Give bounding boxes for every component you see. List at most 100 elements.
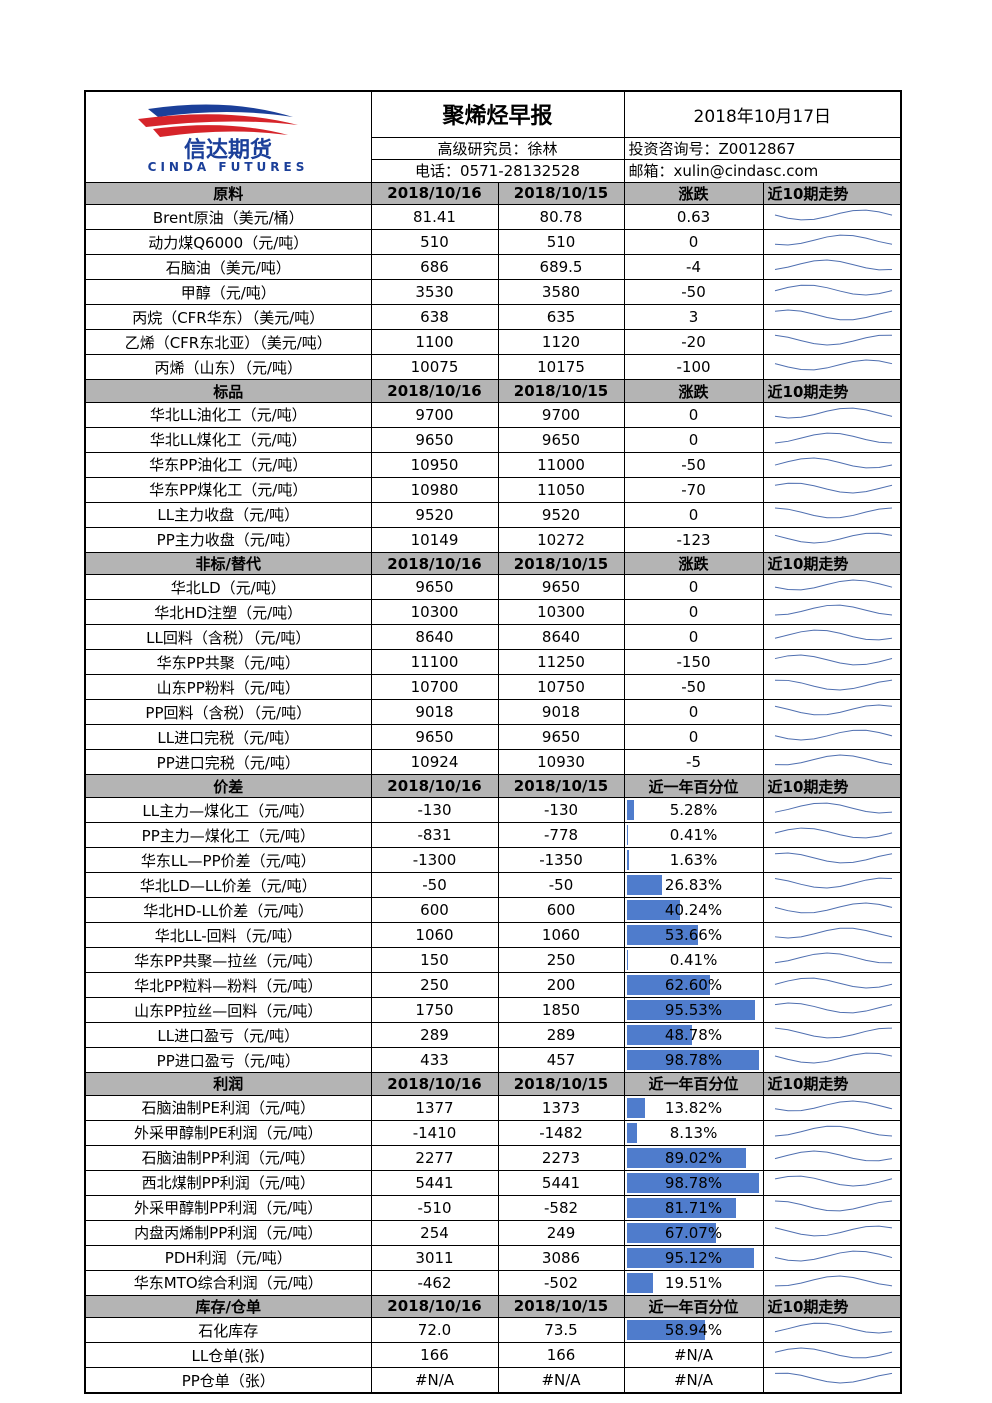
- cell-value: 433: [370, 1047, 499, 1074]
- trend-cell: [762, 1219, 903, 1246]
- cell-value: 0: [623, 699, 764, 726]
- cell-value: 11050: [497, 476, 625, 503]
- percentile-cell: 8.13%: [623, 1119, 764, 1146]
- section-name: 利润: [84, 1072, 372, 1096]
- percentile-cell: 26.83%: [623, 872, 764, 899]
- column-header: 近一年百分位: [623, 1294, 764, 1319]
- row-name: 华北LD—LL价差（元/吨）: [84, 872, 372, 899]
- cell-value: 8640: [497, 624, 625, 651]
- row-name: 石脑油制PE利润（元/吨）: [84, 1094, 372, 1121]
- trend-cell: [762, 649, 903, 676]
- trend-cell: [762, 1194, 903, 1221]
- trend-decoration: [774, 1225, 892, 1237]
- data-row: 石脑油制PP利润（元/吨） 2277 2273 89.02%: [84, 1144, 903, 1171]
- data-row: PP进口盈亏（元/吨） 433 457 98.78%: [84, 1047, 903, 1074]
- trend-decoration: [774, 1322, 892, 1334]
- cell-value: 249: [497, 1219, 625, 1246]
- trend-cell: [762, 1169, 903, 1196]
- cell-value: -20: [623, 329, 764, 356]
- cell-value: 10175: [497, 354, 625, 381]
- data-row: 丙烯（山东）（元/吨） 10075 10175 -100: [84, 354, 903, 381]
- trend-cell: [762, 749, 903, 776]
- data-row: 山东PP粉料（元/吨） 10700 10750 -50: [84, 674, 903, 701]
- row-name: PP回料（含税）（元/吨）: [84, 699, 372, 726]
- trend-decoration: [774, 927, 892, 939]
- percentile-bar: [626, 1320, 706, 1341]
- row-name: 石脑油（美元/吨）: [84, 254, 372, 281]
- data-row: 甲醇（元/吨） 3530 3580 -50: [84, 279, 903, 306]
- trend-decoration: [774, 630, 892, 641]
- trend-cell: [762, 574, 903, 601]
- cell-value: 0: [623, 426, 764, 453]
- cell-value: 11100: [370, 649, 499, 676]
- cell-value: 9650: [370, 426, 499, 453]
- logo: 信达期货 CINDA FUTURES: [138, 104, 305, 174]
- trend-decoration: [774, 1175, 892, 1187]
- trend-cell: [762, 304, 903, 331]
- section-name: 原料: [84, 181, 372, 206]
- data-row: LL回料（含税）（元/吨） 8640 8640 0: [84, 624, 903, 651]
- percentile-cell: 67.07%: [623, 1219, 764, 1246]
- row-name: 华东PP共聚（元/吨）: [84, 649, 372, 676]
- cell-value: -778: [497, 822, 625, 849]
- percentile-cell: 98.78%: [623, 1169, 764, 1196]
- data-row: 动力煤Q6000（元/吨） 510 510 0: [84, 229, 903, 256]
- cell-value: 9650: [497, 574, 625, 601]
- researcher: 高级研究员：徐林: [370, 136, 625, 161]
- data-row: 华东PP煤化工（元/吨） 10980 11050 -70: [84, 476, 903, 503]
- data-row: LL进口盈亏（元/吨） 289 289 48.78%: [84, 1022, 903, 1049]
- cell-value: -1300: [370, 847, 499, 874]
- cell-value: 10300: [370, 599, 499, 626]
- cell-value: 9018: [370, 699, 499, 726]
- cell-value: -50: [370, 872, 499, 899]
- cell-value: -4: [623, 254, 764, 281]
- section-header: 原料 2018/10/16 2018/10/15 涨跌 近10期走势: [84, 181, 903, 206]
- percentile-label: 19.51%: [664, 1273, 723, 1292]
- data-row: PDH利润（元/吨） 3011 3086 95.12%: [84, 1244, 903, 1271]
- row-name: 外采甲醇制PP利润（元/吨）: [84, 1194, 372, 1221]
- trend-cell: [762, 897, 903, 924]
- trend-decoration: [774, 259, 892, 271]
- percentile-bar: [626, 950, 628, 971]
- row-name: PP主力收盘（元/吨）: [84, 526, 372, 553]
- cell-value: -1482: [497, 1119, 625, 1146]
- data-row: 华北LL煤化工（元/吨） 9650 9650 0: [84, 426, 903, 453]
- percentile-cell: 0.41%: [623, 822, 764, 849]
- cell-value: 80.78: [497, 204, 625, 231]
- data-row: 山东PP拉丝—回料（元/吨） 1750 1850 95.53%: [84, 997, 903, 1024]
- column-header: 2018/10/15: [497, 1294, 625, 1319]
- cell-value: 3530: [370, 279, 499, 306]
- percentile-bar: [626, 850, 629, 871]
- cell-value: 10930: [497, 749, 625, 776]
- cell-value: -130: [497, 797, 625, 824]
- cell-value: 9650: [370, 724, 499, 751]
- cell-value: #N/A: [623, 1342, 764, 1369]
- data-row: LL进口完税（元/吨） 9650 9650 0: [84, 724, 903, 751]
- trend-decoration: [774, 655, 892, 666]
- percentile-bar: [626, 1025, 692, 1046]
- data-row: PP进口完税（元/吨） 10924 10930 -5: [84, 749, 903, 776]
- cell-value: 9650: [497, 724, 625, 751]
- percentile-bar: [626, 900, 681, 921]
- cell-value: 510: [497, 229, 625, 256]
- percentile-label: 95.12%: [664, 1248, 723, 1267]
- percentile-label: 89.02%: [664, 1148, 723, 1167]
- row-name: 华北PP粒料—粉料（元/吨）: [84, 972, 372, 999]
- cell-value: -462: [370, 1269, 499, 1296]
- cell-value: 166: [370, 1342, 499, 1369]
- trend-decoration: [774, 1275, 892, 1286]
- trend-cell: [762, 1047, 903, 1074]
- cell-value: 0: [623, 401, 764, 428]
- trend-decoration: [774, 1347, 892, 1359]
- trend-decoration: [774, 902, 892, 914]
- data-row: 丙烷（CFR华东）（美元/吨） 638 635 3: [84, 304, 903, 331]
- trend-cell: [762, 872, 903, 899]
- percentile-label: 98.78%: [664, 1051, 723, 1070]
- data-row: 华东PP油化工（元/吨） 10950 11000 -50: [84, 451, 903, 478]
- section-header: 非标/替代 2018/10/16 2018/10/15 涨跌 近10期走势: [84, 551, 903, 576]
- data-row: 华北LD（元/吨） 9650 9650 0: [84, 574, 903, 601]
- cell-value: -5: [623, 749, 764, 776]
- cell-value: 254: [370, 1219, 499, 1246]
- percentile-cell: 5.28%: [623, 797, 764, 824]
- cell-value: #N/A: [370, 1367, 499, 1395]
